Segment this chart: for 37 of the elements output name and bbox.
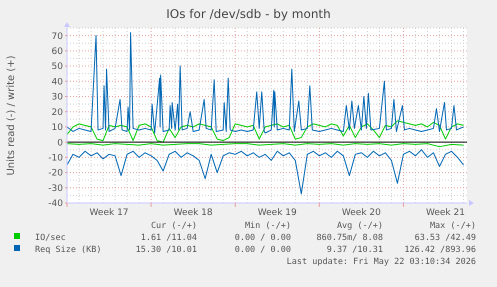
text: 63.53 /42.49 — [414, 233, 476, 243]
line-series — [66, 120, 464, 143]
text: 126.42 /893.96 — [404, 245, 476, 255]
y-tick-label: -40 — [48, 199, 64, 210]
legend-label: IO/sec — [35, 233, 66, 243]
x-tick-label: Week 19 — [258, 208, 298, 218]
x-tick-label: Week 21 — [426, 208, 465, 218]
y-tick-label: 0 — [57, 138, 64, 148]
text: 15.30 /10.01 — [136, 245, 197, 255]
x-tick-label: Week 20 — [342, 208, 382, 218]
y-tick-label: -30 — [48, 184, 64, 194]
y-tick-label: 30 — [52, 92, 64, 103]
text: 1.61 /11.04 — [140, 233, 197, 243]
y-tick-label: 20 — [52, 108, 64, 118]
text: 0.00 / 0.00 — [234, 233, 291, 243]
legend-label: Req Size (KB) — [35, 245, 102, 255]
y-tick-label: 60 — [52, 46, 64, 57]
line-series — [66, 149, 464, 194]
y-axis-title: Units read (-) / write (+) — [6, 55, 17, 176]
x-tick-label: Week 18 — [174, 208, 213, 218]
y-tick-label: 40 — [52, 77, 64, 88]
chart-title: IOs for /dev/sdb - by month — [166, 7, 331, 21]
text: Last update: Fri May 22 03:10:34 2026 — [286, 257, 476, 267]
y-tick-label: 10 — [52, 123, 64, 134]
y-tick-label: 50 — [52, 62, 64, 72]
text: 0.00 / 0.00 — [234, 245, 291, 255]
text: Avg (-/+) — [336, 221, 383, 231]
text: Max (-/+) — [430, 221, 476, 231]
x-tick-label: Week 17 — [90, 208, 129, 218]
text: 9.37 /10.31 — [326, 245, 383, 255]
line-series — [66, 32, 464, 134]
text: 860.75m/ 8.08 — [316, 233, 383, 243]
text: Min (-/+) — [244, 221, 291, 231]
y-tick-label: 70 — [52, 32, 64, 42]
y-tick-label: -10 — [48, 154, 64, 164]
y-tick-label: -20 — [48, 168, 64, 179]
text: Cur (-/+) — [150, 221, 197, 231]
